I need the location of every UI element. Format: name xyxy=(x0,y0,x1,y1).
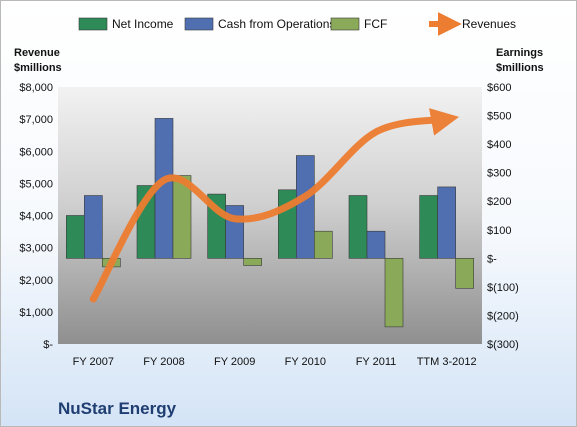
left-axis-tick-label: $8,000 xyxy=(19,82,53,94)
bar-net-income xyxy=(348,195,368,259)
left-axis-tick-label: $- xyxy=(43,339,53,351)
chart-title: NuStar Energy xyxy=(58,399,177,418)
revenue-line xyxy=(89,108,460,303)
right-axis: $(300) $(200) $(100) $- $100 $200 $300 $400 $500… xyxy=(487,82,519,351)
bar-fcf xyxy=(384,258,404,328)
legend-label: Net Income xyxy=(112,17,174,31)
right-axis-tick-label: $400 xyxy=(487,139,511,151)
legend: Net Income Cash from Operations FCF Revenue… xyxy=(78,12,516,36)
legend-label: Revenues xyxy=(462,17,516,31)
right-axis-title-line2: $millions xyxy=(496,62,544,74)
left-axis-tick-label: $3,000 xyxy=(19,243,53,255)
left-axis-tick-label: $6,000 xyxy=(19,146,53,158)
x-axis-tick-label: TTM 3-2012 xyxy=(417,356,477,368)
bar-net-income xyxy=(419,195,438,259)
right-axis-tick-label: $200 xyxy=(487,196,511,208)
right-axis-tick-label: $100 xyxy=(487,225,511,237)
bar-fcf xyxy=(455,258,474,289)
left-axis-tick-label: $1,000 xyxy=(19,307,53,319)
bar-cash-from-operations xyxy=(84,195,103,259)
x-axis-tick-label: FY 2007 xyxy=(73,356,114,368)
x-axis-tick-label: FY 2008 xyxy=(143,356,184,368)
right-axis-tick-label: $(300) xyxy=(487,339,519,351)
legend-label: FCF xyxy=(364,17,387,31)
bar-fcf xyxy=(243,258,262,266)
left-axis-tick-label: $2,000 xyxy=(19,275,53,287)
legend-label: Cash from Operations xyxy=(218,17,335,31)
left-axis: $- $1,000 $2,000 $3,000 $4,000 $5,000 $6,000 $7… xyxy=(19,82,53,351)
right-axis-tick-label: $- xyxy=(487,253,497,265)
left-axis-tick-label: $7,000 xyxy=(19,114,53,126)
bar-cash-from-operations xyxy=(296,155,315,259)
right-axis-tick-label: $600 xyxy=(487,82,511,94)
left-axis-title-line1: Revenue xyxy=(14,47,60,59)
bar-cash-from-operations xyxy=(366,230,386,259)
legend-swatch-cash-from-operations xyxy=(184,17,214,31)
right-axis-tick-label: $500 xyxy=(487,111,511,123)
legend-swatch-fcf xyxy=(330,17,360,31)
bar-net-income xyxy=(66,215,85,259)
x-axis-tick-label: FY 2011 xyxy=(356,356,397,368)
legend-swatch-net-income xyxy=(78,17,108,31)
x-axis: FY 2007 FY 2008 FY 2009 FY 2010 FY 2011 TTM 3… xyxy=(73,356,477,368)
right-axis-tick-label: $(100) xyxy=(487,282,519,294)
left-axis-tick-label: $4,000 xyxy=(19,211,53,223)
bar-fcf xyxy=(172,175,192,259)
left-axis-title-line2: $millions xyxy=(14,62,62,74)
left-axis-tick-label: $5,000 xyxy=(19,178,53,190)
bar-cash-from-operations xyxy=(437,186,456,259)
right-axis-tick-label: $(200) xyxy=(487,310,519,322)
right-axis-tick-label: $300 xyxy=(487,168,511,180)
bar-fcf xyxy=(314,230,333,259)
x-axis-tick-label: FY 2009 xyxy=(214,356,255,368)
x-axis-tick-label: FY 2010 xyxy=(285,356,326,368)
right-axis-title-line1: Earnings xyxy=(496,47,543,59)
revenue-line-group xyxy=(89,108,460,303)
